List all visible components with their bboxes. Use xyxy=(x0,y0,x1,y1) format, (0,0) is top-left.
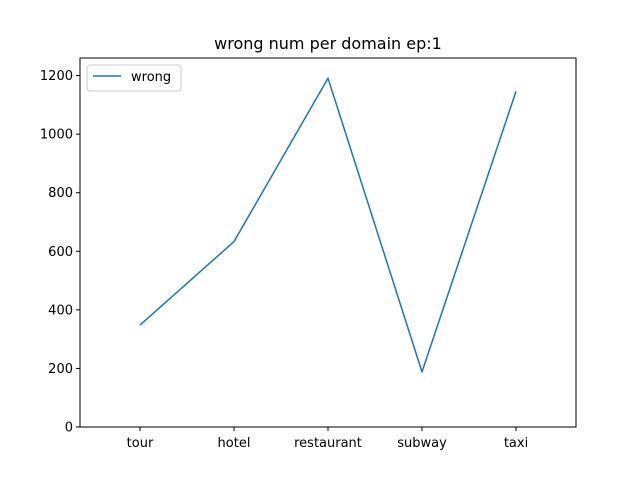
y-tick-label: 1200 xyxy=(40,69,73,84)
x-axis-ticks: tour hotel restaurant subway taxi xyxy=(127,427,528,451)
y-tick-label: 1000 xyxy=(40,128,73,143)
series-line-wrong xyxy=(139,77,517,373)
y-tick-label: 200 xyxy=(48,362,73,377)
y-axis-ticks: 0 200 400 600 800 1000 1200 xyxy=(40,69,80,436)
legend: wrong xyxy=(86,64,182,92)
plot-area-frame xyxy=(79,57,577,428)
series-lines xyxy=(139,77,517,373)
y-tick-label: 800 xyxy=(48,186,73,201)
chart-title: wrong num per domain ep:1 xyxy=(214,34,442,53)
y-tick-label: 0 xyxy=(65,421,73,436)
y-tick-label: 600 xyxy=(48,245,73,260)
y-tick-label: 400 xyxy=(48,303,73,318)
legend-label: wrong xyxy=(131,70,171,85)
x-tick-label: subway xyxy=(397,436,447,451)
x-tick-label: taxi xyxy=(504,436,528,451)
legend-box xyxy=(86,64,182,92)
x-tick-label: restaurant xyxy=(294,436,362,451)
x-tick-label: tour xyxy=(127,436,154,451)
x-tick-label: hotel xyxy=(218,436,251,451)
